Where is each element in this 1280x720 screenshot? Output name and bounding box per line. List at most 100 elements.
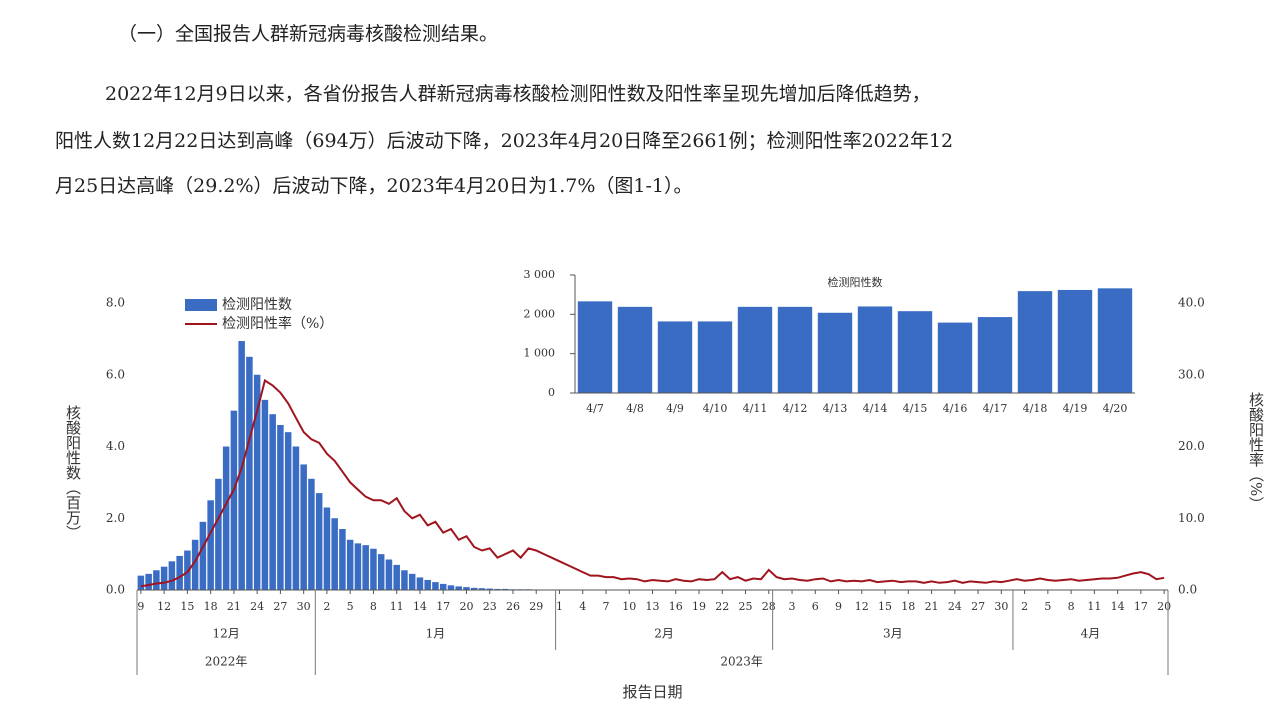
x-tick-label: 4/13 xyxy=(823,402,848,415)
bar xyxy=(362,545,369,590)
x-tick-label: 6 xyxy=(812,600,819,613)
legend-swatch xyxy=(185,299,217,311)
x-tick-label: 1 xyxy=(556,600,563,613)
bar xyxy=(817,312,853,393)
y-tick-label: 0.0 xyxy=(106,583,125,597)
bar xyxy=(323,507,331,590)
y-tick-label: 6.0 xyxy=(106,367,125,381)
y2-tick-label: 0.0 xyxy=(1178,583,1197,597)
x-tick-label: 12 xyxy=(157,600,171,613)
x-tick-label: 20 xyxy=(1157,600,1171,613)
bar xyxy=(1057,289,1093,393)
x-tick-label: 11 xyxy=(390,600,404,613)
x-tick-label: 19 xyxy=(692,600,706,613)
x-tick-label: 4 xyxy=(579,600,586,613)
heading: （一）全国报告人群新冠病毒核酸检测结果。 xyxy=(118,23,498,45)
x-tick-label: 4/9 xyxy=(666,402,684,415)
x-tick-label: 9 xyxy=(835,600,842,613)
bar xyxy=(277,424,284,590)
bar xyxy=(339,529,346,590)
bar xyxy=(207,500,214,590)
x-tick-label: 4/7 xyxy=(586,402,604,415)
paragraph-line: 阳性人数12月22日达到高峰（694万）后波动下降，2023年4月20日降至26… xyxy=(55,130,953,152)
x-tick-label: 21 xyxy=(925,600,939,613)
bar xyxy=(292,446,300,590)
x-tick-label: 7 xyxy=(602,600,609,613)
bar xyxy=(184,550,191,590)
x-tick-label: 4/15 xyxy=(903,402,928,415)
y2-axis-title: 核酸阳性率（%） xyxy=(1247,392,1265,511)
x-tick-label: 17 xyxy=(1134,600,1148,613)
line xyxy=(140,378,1165,588)
bar xyxy=(160,566,168,590)
y2-tick-label: 30.0 xyxy=(1178,367,1205,381)
y-tick-label: 2.0 xyxy=(106,511,125,525)
x-tick-label: 14 xyxy=(1111,600,1125,613)
x-tick-label: 8 xyxy=(370,600,377,613)
bar xyxy=(246,356,253,590)
x-tick-label: 9 xyxy=(137,600,144,613)
month-label: 1月 xyxy=(426,627,446,641)
x-tick-label: 29 xyxy=(529,600,543,613)
bar xyxy=(308,478,315,590)
x-tick-label: 30 xyxy=(297,600,311,613)
bar xyxy=(697,321,733,393)
x-axis-title: 报告日期 xyxy=(622,683,682,701)
x-tick-label: 25 xyxy=(739,600,753,613)
x-tick-label: 4/19 xyxy=(1063,402,1088,415)
x-tick-label: 22 xyxy=(715,600,729,613)
x-tick-label: 16 xyxy=(669,600,683,613)
x-tick-label: 15 xyxy=(878,600,892,613)
bar xyxy=(137,575,145,590)
x-tick-label: 4/16 xyxy=(943,402,968,415)
y-tick-label: 8.0 xyxy=(106,296,125,310)
x-tick-label: 5 xyxy=(1044,600,1051,613)
x-tick-label: 27 xyxy=(971,600,985,613)
bar xyxy=(191,539,199,590)
x-tick-label: 13 xyxy=(646,600,660,613)
bar xyxy=(176,555,183,590)
bar xyxy=(300,464,307,590)
x-tick-label: 26 xyxy=(506,600,520,613)
bar xyxy=(439,583,447,590)
bar xyxy=(408,573,416,590)
bar xyxy=(857,306,893,393)
inset-title: 检测阳性数 xyxy=(828,275,883,289)
bar xyxy=(432,582,439,590)
x-tick-label: 4/14 xyxy=(863,402,888,415)
legend-label: 检测阳性率（%） xyxy=(222,315,333,332)
x-tick-label: 24 xyxy=(948,600,962,613)
x-tick-label: 30 xyxy=(994,600,1008,613)
legend-label: 检测阳性数 xyxy=(222,297,292,313)
month-label: 2月 xyxy=(654,627,674,641)
x-tick-label: 15 xyxy=(180,600,194,613)
bar xyxy=(261,399,269,590)
x-tick-label: 4/18 xyxy=(1023,402,1048,415)
bar xyxy=(937,322,973,393)
bar xyxy=(230,410,238,590)
bar xyxy=(331,518,338,590)
year-label: 2022年 xyxy=(205,655,248,669)
x-tick-label: 4/10 xyxy=(703,402,728,415)
bar xyxy=(401,570,408,590)
paragraph-line: 2022年12月9日以来，各省份报告人群新冠病毒核酸检测阳性数及阳性率呈现先增加… xyxy=(105,83,931,105)
bar xyxy=(284,432,292,590)
y2-tick-label: 10.0 xyxy=(1178,511,1205,525)
x-tick-label: 20 xyxy=(459,600,473,613)
y-tick-label: 3 000 xyxy=(524,268,556,281)
bar xyxy=(501,588,509,590)
bar xyxy=(168,561,176,590)
x-tick-label: 23 xyxy=(483,600,497,613)
x-tick-label: 4/12 xyxy=(783,402,808,415)
x-tick-label: 3 xyxy=(789,600,796,613)
bar xyxy=(657,321,693,393)
month-label: 4月 xyxy=(1081,627,1101,641)
x-tick-label: 21 xyxy=(227,600,241,613)
bar xyxy=(463,587,470,590)
x-tick-label: 4/8 xyxy=(626,402,644,415)
bar xyxy=(470,587,478,590)
bar xyxy=(447,585,455,590)
bar xyxy=(269,414,276,590)
bar xyxy=(222,446,230,590)
bar xyxy=(455,586,462,590)
